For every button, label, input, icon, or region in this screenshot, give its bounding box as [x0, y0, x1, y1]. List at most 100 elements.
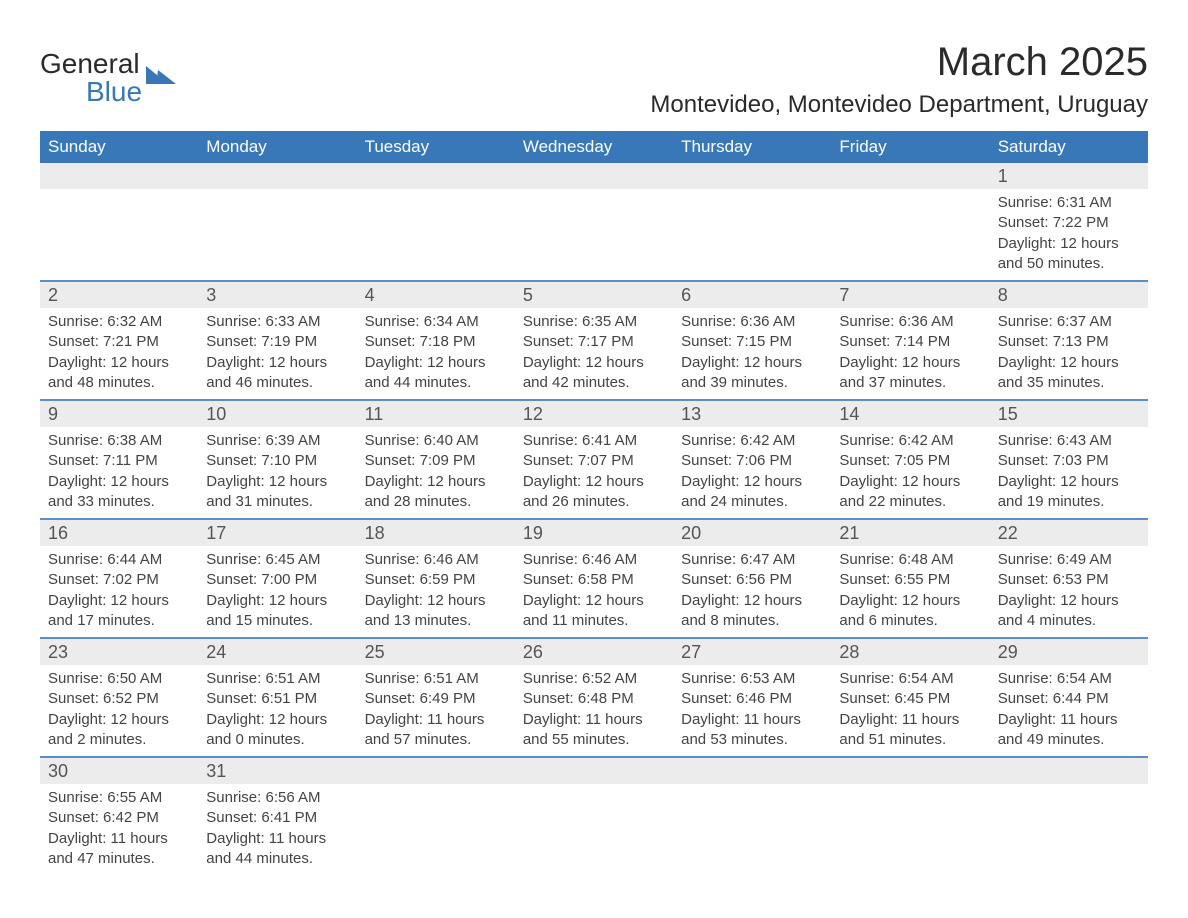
sunset-text: Sunset: 7:09 PM — [365, 451, 507, 471]
sunrise-text: Sunrise: 6:53 AM — [681, 669, 823, 689]
day-info-cell: Sunrise: 6:56 AMSunset: 6:41 PMDaylight:… — [198, 784, 356, 875]
daylight-text: Daylight: 12 hours and 50 minutes. — [998, 234, 1140, 275]
title-block: March 2025 Montevideo, Montevideo Depart… — [650, 40, 1148, 119]
daylight-text: Daylight: 12 hours and 11 minutes. — [523, 591, 665, 632]
sunrise-text: Sunrise: 6:46 AM — [523, 550, 665, 570]
daylight-text: Daylight: 12 hours and 26 minutes. — [523, 472, 665, 513]
day-info-cell — [515, 189, 673, 281]
sunset-text: Sunset: 6:55 PM — [839, 570, 981, 590]
daylight-text: Daylight: 12 hours and 8 minutes. — [681, 591, 823, 632]
sunrise-text: Sunrise: 6:49 AM — [998, 550, 1140, 570]
day-info-cell — [673, 784, 831, 875]
day-number-cell: 29 — [990, 638, 1148, 665]
sunset-text: Sunset: 7:11 PM — [48, 451, 190, 471]
day-info-cell: Sunrise: 6:46 AMSunset: 6:59 PMDaylight:… — [357, 546, 515, 638]
sunrise-text: Sunrise: 6:36 AM — [839, 312, 981, 332]
sunset-text: Sunset: 7:15 PM — [681, 332, 823, 352]
daylight-text: Daylight: 11 hours and 55 minutes. — [523, 710, 665, 751]
day-info-cell — [990, 784, 1148, 875]
day-info-cell: Sunrise: 6:55 AMSunset: 6:42 PMDaylight:… — [40, 784, 198, 875]
sunrise-text: Sunrise: 6:43 AM — [998, 431, 1140, 451]
daynum-row: 9101112131415 — [40, 400, 1148, 427]
day-info-cell — [198, 189, 356, 281]
sunset-text: Sunset: 6:58 PM — [523, 570, 665, 590]
weekday-header-row: Sunday Monday Tuesday Wednesday Thursday… — [40, 131, 1148, 163]
day-info-cell — [515, 784, 673, 875]
day-info-cell: Sunrise: 6:45 AMSunset: 7:00 PMDaylight:… — [198, 546, 356, 638]
day-number-cell — [673, 163, 831, 189]
daynum-row: 16171819202122 — [40, 519, 1148, 546]
day-number-cell: 15 — [990, 400, 1148, 427]
daylight-text: Daylight: 12 hours and 6 minutes. — [839, 591, 981, 632]
sunrise-text: Sunrise: 6:54 AM — [839, 669, 981, 689]
sunset-text: Sunset: 7:02 PM — [48, 570, 190, 590]
dayinfo-row: Sunrise: 6:31 AMSunset: 7:22 PMDaylight:… — [40, 189, 1148, 281]
sunset-text: Sunset: 7:07 PM — [523, 451, 665, 471]
day-number-cell — [515, 163, 673, 189]
sunset-text: Sunset: 7:05 PM — [839, 451, 981, 471]
day-info-cell: Sunrise: 6:44 AMSunset: 7:02 PMDaylight:… — [40, 546, 198, 638]
day-info-cell: Sunrise: 6:38 AMSunset: 7:11 PMDaylight:… — [40, 427, 198, 519]
day-info-cell: Sunrise: 6:32 AMSunset: 7:21 PMDaylight:… — [40, 308, 198, 400]
daylight-text: Daylight: 12 hours and 4 minutes. — [998, 591, 1140, 632]
day-info-cell: Sunrise: 6:35 AMSunset: 7:17 PMDaylight:… — [515, 308, 673, 400]
day-number-cell — [198, 163, 356, 189]
day-number-cell: 17 — [198, 519, 356, 546]
day-number-cell — [357, 163, 515, 189]
sunrise-text: Sunrise: 6:45 AM — [206, 550, 348, 570]
day-number-cell: 7 — [831, 281, 989, 308]
day-number-cell: 30 — [40, 757, 198, 784]
sunset-text: Sunset: 7:18 PM — [365, 332, 507, 352]
day-info-cell: Sunrise: 6:49 AMSunset: 6:53 PMDaylight:… — [990, 546, 1148, 638]
sunrise-text: Sunrise: 6:36 AM — [681, 312, 823, 332]
day-number-cell — [357, 757, 515, 784]
sunrise-text: Sunrise: 6:35 AM — [523, 312, 665, 332]
sunset-text: Sunset: 6:53 PM — [998, 570, 1140, 590]
daynum-row: 23242526272829 — [40, 638, 1148, 665]
sunset-text: Sunset: 6:56 PM — [681, 570, 823, 590]
sunset-text: Sunset: 7:13 PM — [998, 332, 1140, 352]
day-number-cell: 27 — [673, 638, 831, 665]
day-info-cell — [40, 189, 198, 281]
daylight-text: Daylight: 11 hours and 53 minutes. — [681, 710, 823, 751]
day-info-cell: Sunrise: 6:34 AMSunset: 7:18 PMDaylight:… — [357, 308, 515, 400]
day-info-cell: Sunrise: 6:53 AMSunset: 6:46 PMDaylight:… — [673, 665, 831, 757]
daylight-text: Daylight: 12 hours and 46 minutes. — [206, 353, 348, 394]
dayinfo-row: Sunrise: 6:50 AMSunset: 6:52 PMDaylight:… — [40, 665, 1148, 757]
logo-subname: Blue — [86, 78, 142, 106]
day-info-cell: Sunrise: 6:41 AMSunset: 7:07 PMDaylight:… — [515, 427, 673, 519]
daylight-text: Daylight: 12 hours and 13 minutes. — [365, 591, 507, 632]
day-info-cell: Sunrise: 6:31 AMSunset: 7:22 PMDaylight:… — [990, 189, 1148, 281]
dayinfo-row: Sunrise: 6:38 AMSunset: 7:11 PMDaylight:… — [40, 427, 1148, 519]
sunset-text: Sunset: 7:22 PM — [998, 213, 1140, 233]
dayinfo-row: Sunrise: 6:32 AMSunset: 7:21 PMDaylight:… — [40, 308, 1148, 400]
day-number-cell: 23 — [40, 638, 198, 665]
sunrise-text: Sunrise: 6:42 AM — [681, 431, 823, 451]
day-number-cell: 9 — [40, 400, 198, 427]
day-info-cell: Sunrise: 6:40 AMSunset: 7:09 PMDaylight:… — [357, 427, 515, 519]
daylight-text: Daylight: 12 hours and 17 minutes. — [48, 591, 190, 632]
day-number-cell: 22 — [990, 519, 1148, 546]
daylight-text: Daylight: 12 hours and 42 minutes. — [523, 353, 665, 394]
logo-text: General Blue — [40, 50, 142, 106]
sunset-text: Sunset: 7:14 PM — [839, 332, 981, 352]
sunset-text: Sunset: 7:17 PM — [523, 332, 665, 352]
daynum-row: 2345678 — [40, 281, 1148, 308]
sunset-text: Sunset: 6:42 PM — [48, 808, 190, 828]
day-number-cell: 13 — [673, 400, 831, 427]
sunrise-text: Sunrise: 6:50 AM — [48, 669, 190, 689]
sunrise-text: Sunrise: 6:47 AM — [681, 550, 823, 570]
weekday-header: Sunday — [40, 131, 198, 163]
daylight-text: Daylight: 12 hours and 35 minutes. — [998, 353, 1140, 394]
sunrise-text: Sunrise: 6:34 AM — [365, 312, 507, 332]
daylight-text: Daylight: 12 hours and 0 minutes. — [206, 710, 348, 751]
day-number-cell: 18 — [357, 519, 515, 546]
day-info-cell: Sunrise: 6:54 AMSunset: 6:45 PMDaylight:… — [831, 665, 989, 757]
day-number-cell: 14 — [831, 400, 989, 427]
day-info-cell: Sunrise: 6:39 AMSunset: 7:10 PMDaylight:… — [198, 427, 356, 519]
day-number-cell — [40, 163, 198, 189]
weekday-header: Friday — [831, 131, 989, 163]
day-info-cell: Sunrise: 6:46 AMSunset: 6:58 PMDaylight:… — [515, 546, 673, 638]
sunset-text: Sunset: 6:45 PM — [839, 689, 981, 709]
day-number-cell — [990, 757, 1148, 784]
